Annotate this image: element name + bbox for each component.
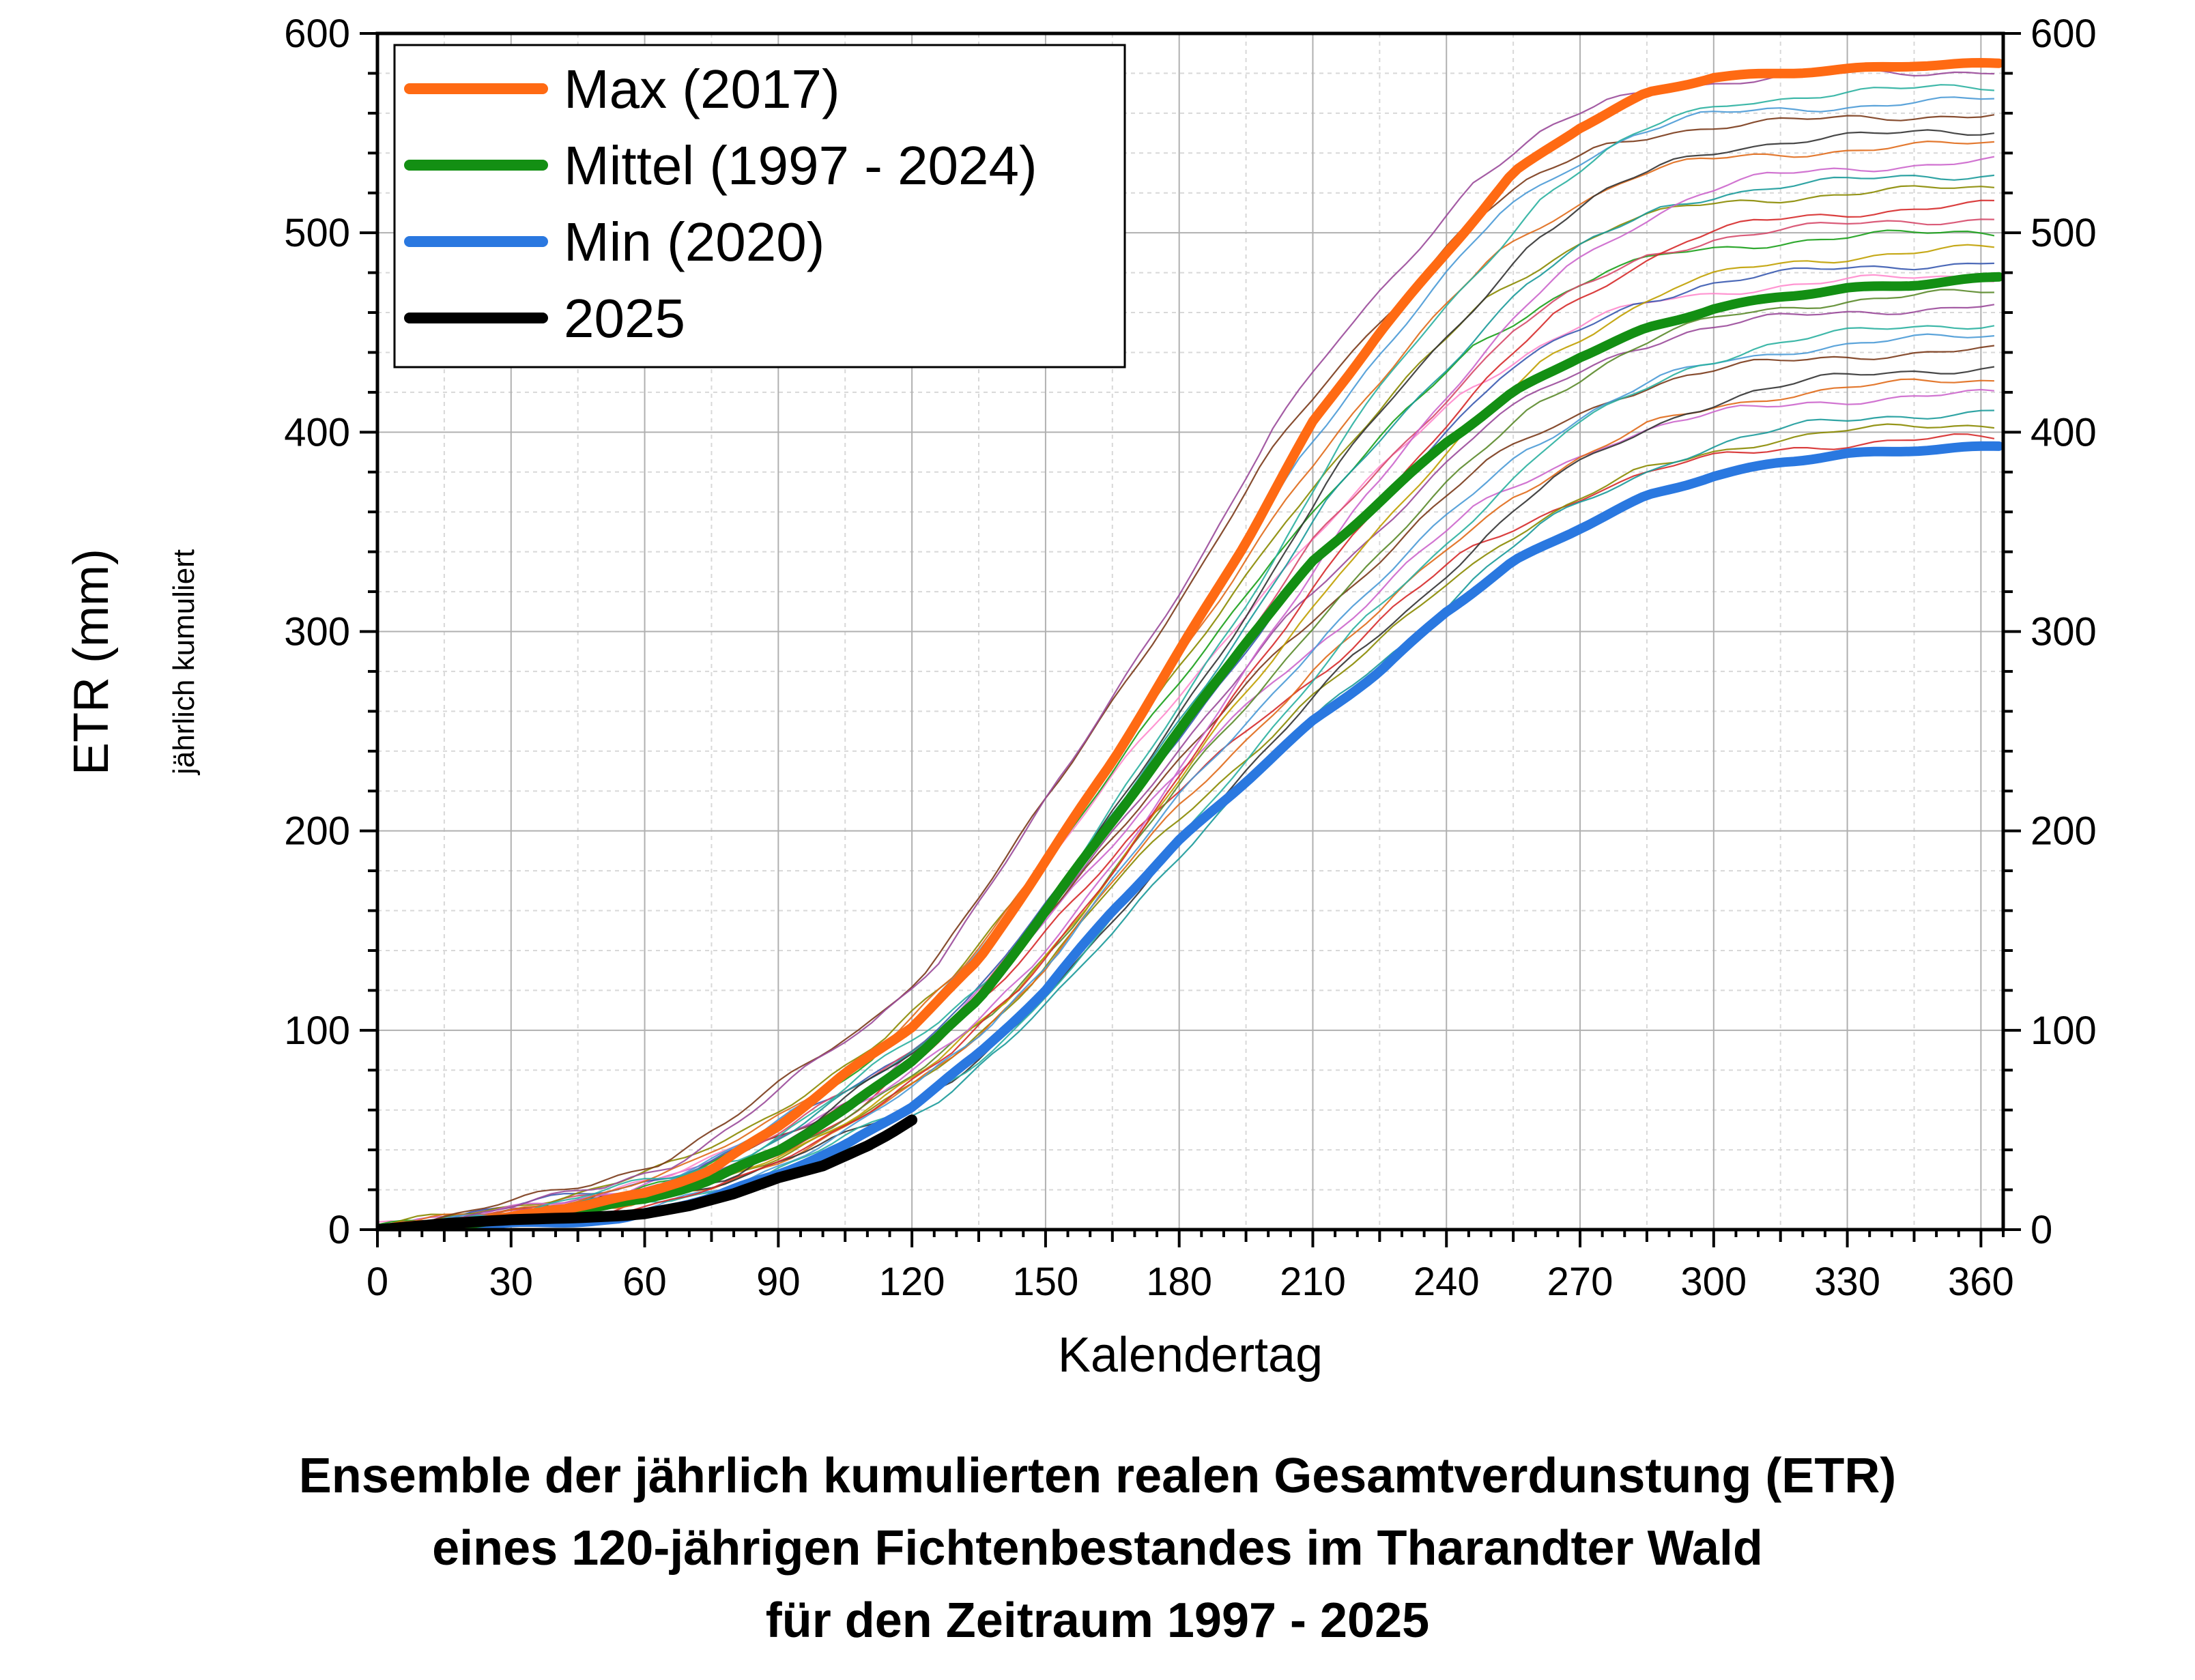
x-tick-label: 270 [1547, 1260, 1613, 1304]
x-tick-label: 360 [1948, 1260, 2014, 1304]
y-tick-label-left: 100 [284, 1009, 350, 1053]
y-tick-label-left: 200 [284, 809, 350, 854]
series-line-0 [377, 58, 2003, 1230]
x-tick-label: 150 [1013, 1260, 1079, 1304]
y-tick-label-right: 400 [2031, 410, 2097, 454]
y-tick-label-right: 600 [2031, 12, 2097, 56]
y-tick-labels-left: 0 100 200 300 400 500 600 [284, 12, 350, 1252]
legend-label-0: Max (2017) [564, 59, 840, 119]
x-tick-label: 330 [1814, 1260, 1880, 1304]
caption-line-1: Ensemble der jährlich kumulierten realen… [298, 1449, 1897, 1503]
x-tick-label: 30 [489, 1260, 534, 1304]
series-line-1 [377, 272, 2003, 1230]
x-tick-label: 60 [622, 1260, 667, 1304]
legend-label-2: Min (2020) [564, 212, 824, 272]
y-axis-title: ETR (mm) [64, 549, 119, 775]
x-tick-labels: 0 30 60 90 120 150 180 210 240 270 300 330 360 [367, 1260, 2014, 1304]
x-tick-label: 180 [1146, 1260, 1212, 1304]
y-tick-labels-right: 0 100 200 300 400 500 600 [2031, 12, 2097, 1252]
legend: Max (2017) Mittel (1997 - 2024) Min (2020)… [393, 44, 1126, 368]
ensemble-line [377, 262, 1994, 1230]
ensemble-line [377, 69, 1994, 1227]
y-tick-label-left: 400 [284, 410, 350, 454]
ensemble-line [377, 185, 1994, 1228]
y-tick-label-left: 0 [328, 1208, 350, 1252]
y-tick-label-left: 300 [284, 610, 350, 654]
y-axis-subtitle: jährlich kumuliert [167, 549, 201, 776]
x-tick-label: 90 [756, 1260, 801, 1304]
ensemble-line [377, 114, 1995, 1227]
x-tick-label: 120 [879, 1260, 945, 1304]
caption-line-3: für den Zeitraum 1997 - 2025 [765, 1593, 1430, 1648]
y-tick-label-left: 500 [284, 211, 350, 255]
ensemble-line [377, 229, 1995, 1226]
x-tick-label: 240 [1414, 1260, 1480, 1304]
legend-label-3: 2025 [564, 288, 685, 349]
series-lines [377, 58, 2003, 1230]
ensemble-line [377, 199, 1994, 1230]
etr-chart: 0 30 60 90 120 150 180 210 240 270 300 330 360 0 100 2… [64, 12, 2097, 1382]
caption-line-2: eines 120-jährigen Fichtenbestandes im T… [432, 1521, 1763, 1576]
y-tick-label-right: 100 [2031, 1009, 2097, 1053]
y-tick-label-right: 300 [2031, 610, 2097, 654]
y-tick-label-left: 600 [284, 12, 350, 56]
figure-caption: Ensemble der jährlich kumulierten realen… [0, 1440, 2195, 1657]
x-tick-label: 300 [1680, 1260, 1747, 1304]
legend-label-1: Mittel (1997 - 2024) [564, 135, 1037, 196]
x-tick-label: 210 [1280, 1260, 1346, 1304]
y-tick-label-right: 500 [2031, 211, 2097, 255]
y-tick-label-right: 200 [2031, 809, 2097, 854]
series-line-3 [377, 1114, 918, 1230]
axis-ticks [360, 32, 2021, 1247]
y-tick-label-right: 0 [2031, 1208, 2052, 1252]
ensemble-line [377, 84, 1994, 1226]
x-axis-title: Kalendertag [1058, 1328, 1323, 1382]
x-tick-label: 0 [367, 1260, 388, 1304]
